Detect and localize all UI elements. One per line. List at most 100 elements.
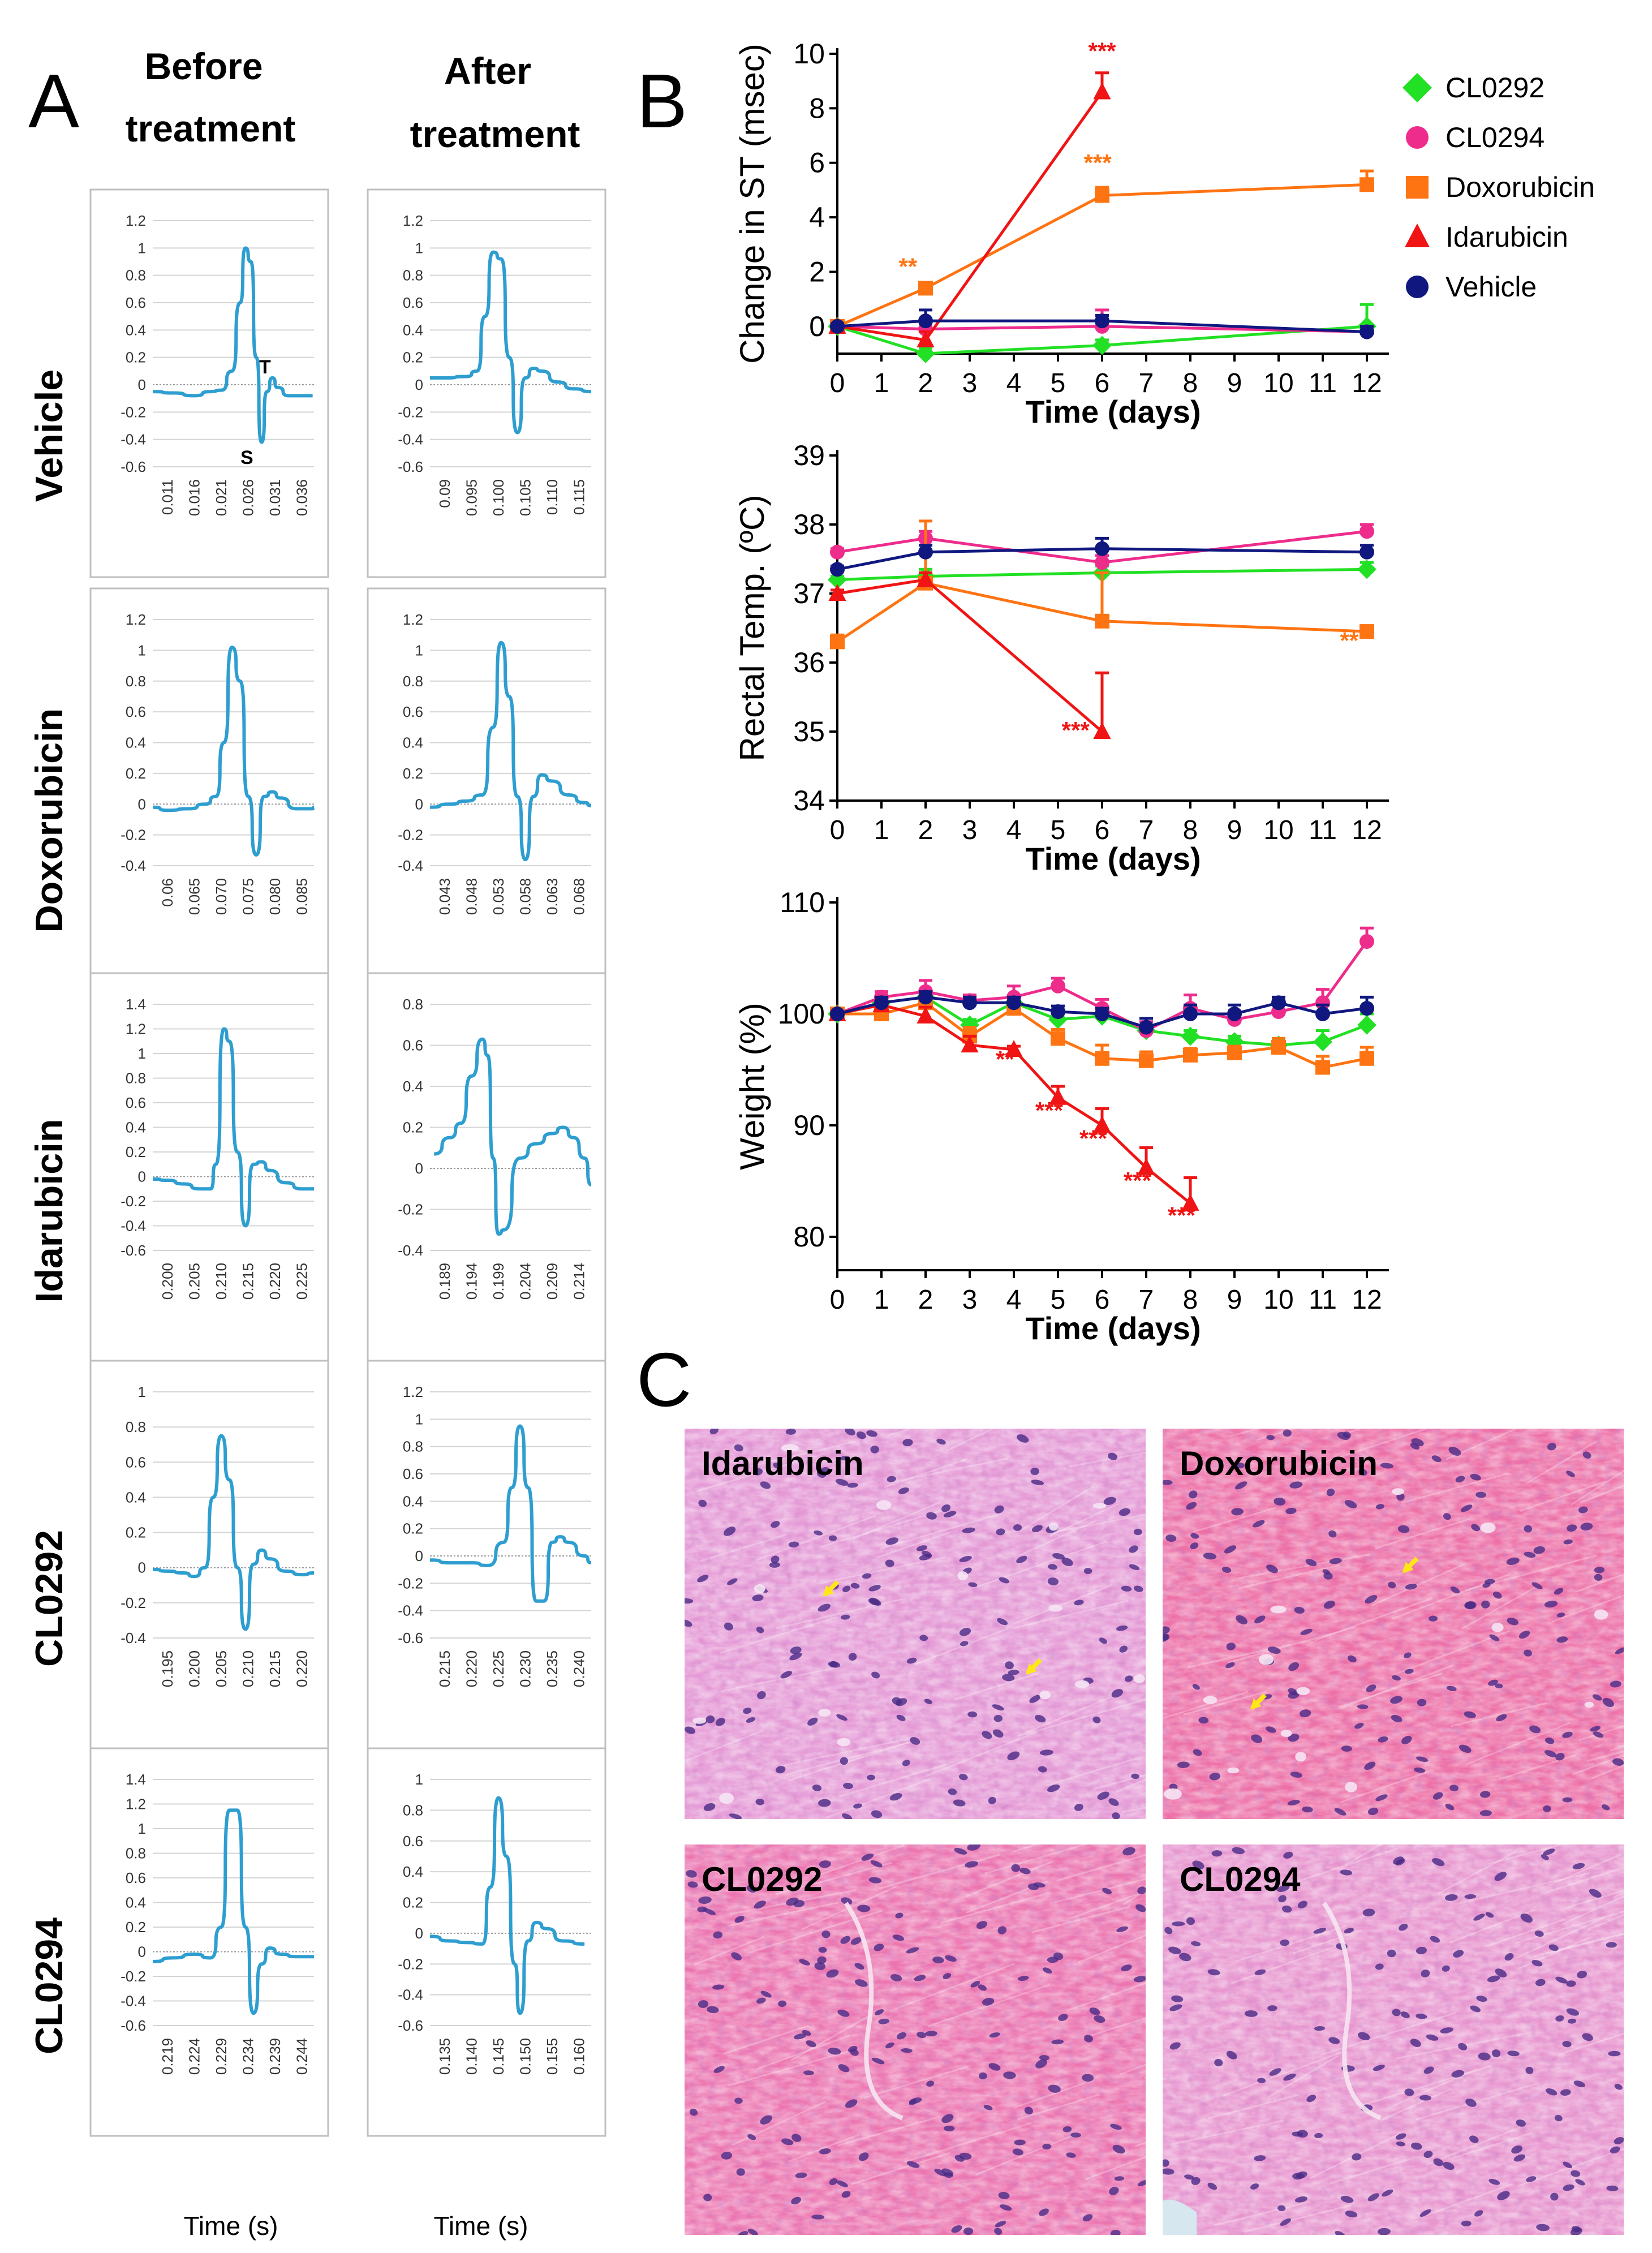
nucleus [906, 2161, 920, 2168]
nucleus [921, 1550, 932, 1558]
significance-label: *** [1084, 149, 1112, 176]
nucleus [1190, 1542, 1199, 1550]
nucleus [1481, 1600, 1490, 1609]
nucleus [769, 1562, 780, 1568]
nucleus [1494, 1872, 1507, 1881]
fiber-streak [1084, 2156, 1146, 2181]
nucleus [943, 1973, 952, 1980]
nucleus [1288, 1691, 1300, 1699]
fiber-streak [851, 1501, 941, 1540]
nucleus [1277, 1885, 1290, 1893]
fiber-streak [694, 1936, 765, 1966]
ecg-waveform [429, 1796, 585, 2015]
nucleus [867, 1774, 875, 1781]
nucleus [685, 1726, 696, 1734]
fiber-streak [1116, 1778, 1146, 1793]
vacuole [1594, 1609, 1608, 1620]
nucleus [1035, 1714, 1046, 1723]
nucleus [954, 1847, 967, 1855]
nucleus [1283, 1851, 1293, 1859]
nucleus [858, 2152, 869, 2161]
nucleus [1082, 2074, 1094, 2082]
x-tick-label: 10 [1263, 1285, 1293, 1315]
header-before-line1: Before [144, 45, 263, 87]
fiber-streak [722, 2024, 810, 2055]
vacuole [1296, 1687, 1310, 1695]
nucleus [731, 1952, 742, 1960]
ecg-box [367, 972, 606, 1362]
nucleus [1047, 1577, 1059, 1585]
nucleus [1039, 1749, 1053, 1756]
nucleus [1222, 1567, 1232, 1573]
data-point [1181, 1193, 1199, 1211]
fiber-streak [1375, 1518, 1470, 1549]
ecg-ytick-label: 0 [138, 796, 146, 812]
ecg-ytick-label: 1 [415, 642, 423, 659]
nucleus [1458, 2043, 1468, 2050]
nucleus [1459, 1744, 1472, 1753]
ecg-ytick-label: 1.2 [126, 212, 146, 229]
fiber-streak [1017, 2093, 1100, 2121]
nucleus [1495, 1968, 1507, 1977]
ecg-xtick-label: 0.189 [436, 1263, 453, 1300]
nucleus [1432, 1792, 1443, 1800]
nucleus [1313, 1928, 1327, 1934]
data-point [1360, 524, 1374, 539]
ecg-ytick-label: 0 [138, 1168, 146, 1185]
series-idarubicin [828, 71, 1111, 347]
nucleus [1252, 1520, 1265, 1528]
x-tick-label: 3 [962, 1285, 978, 1315]
nucleus [1119, 1645, 1128, 1653]
nucleus [924, 2031, 937, 2037]
ecg-xtick-label: 0.065 [186, 878, 203, 915]
series-idarubicin [828, 570, 1111, 739]
fiber-streak [1031, 1906, 1131, 1933]
ecg-xtick-label: 0.214 [571, 1263, 588, 1300]
nucleus [996, 1528, 1005, 1536]
nucleus [1116, 1926, 1128, 1932]
nucleus [1580, 1523, 1593, 1531]
nucleus [1566, 1980, 1576, 1987]
nucleus [1419, 2095, 1431, 2101]
nucleus [988, 1796, 996, 1804]
nucleus [1005, 1661, 1014, 1670]
fiber-streak [1571, 1470, 1624, 1506]
nucleus [713, 1931, 723, 1939]
nucleus [1578, 1506, 1588, 1514]
nucleus [1380, 1463, 1393, 1469]
fiber-streak [1231, 1945, 1337, 1985]
ecg-ytick-label: -0.4 [398, 1987, 423, 2003]
nucleus [1518, 1631, 1530, 1639]
nucleus [1531, 1582, 1543, 1589]
nucleus [1566, 1524, 1577, 1532]
fiber-streak [825, 1778, 931, 1819]
fiber-streak [1193, 1507, 1277, 1533]
nucleus [1323, 1600, 1335, 1609]
data-point [828, 584, 846, 601]
data-point [1006, 995, 1021, 1011]
nucleus [1012, 2148, 1023, 2156]
nucleus [1479, 1810, 1492, 1817]
nucleus [1110, 2123, 1122, 2130]
nucleus [1612, 1758, 1624, 1766]
nucleus [992, 1729, 1004, 1738]
nucleus [686, 1870, 697, 1878]
data-point [918, 281, 933, 296]
nucleus [1191, 2177, 1201, 2185]
ecg-ytick-label: 0.2 [403, 349, 423, 366]
significance-label: *** [1079, 1125, 1108, 1151]
nucleus [902, 1439, 913, 1447]
ecg-ytick-label: 1.2 [403, 1383, 423, 1400]
nucleus [1390, 1696, 1403, 1704]
wave-label-t: T [259, 356, 271, 378]
nucleus [998, 2192, 1010, 2199]
nucleus [989, 2032, 1000, 2038]
panel-letter-b: B [636, 58, 687, 144]
nucleus [914, 1975, 926, 1981]
ecg-box [89, 1747, 329, 2137]
nucleus [1003, 2071, 1016, 2079]
nucleus [1137, 2179, 1146, 2186]
nucleus [906, 1657, 917, 1664]
nucleus [1169, 2042, 1181, 2050]
nucleus [1448, 1447, 1461, 1456]
